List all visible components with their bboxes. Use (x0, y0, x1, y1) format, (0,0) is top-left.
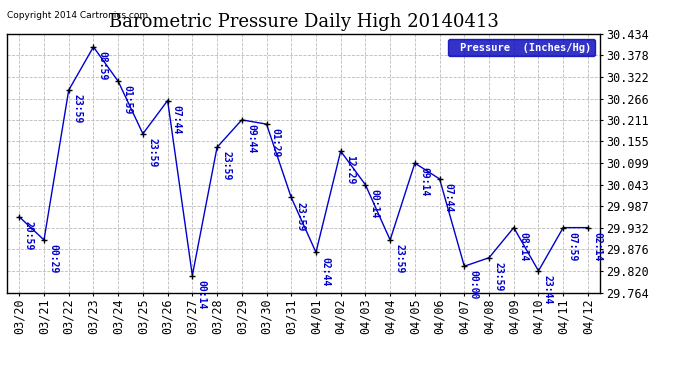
Text: 12:29: 12:29 (345, 155, 355, 185)
Text: 00:00: 00:00 (469, 270, 478, 300)
Text: 07:59: 07:59 (567, 232, 578, 261)
Text: 00:14: 00:14 (197, 280, 206, 309)
Text: 08:59: 08:59 (97, 51, 108, 80)
Text: 07:44: 07:44 (444, 183, 454, 213)
Text: 08:14: 08:14 (518, 232, 528, 261)
Text: 23:59: 23:59 (147, 138, 157, 167)
Text: 20:59: 20:59 (23, 221, 33, 251)
Text: 02:14: 02:14 (592, 232, 602, 261)
Text: 23:59: 23:59 (73, 94, 83, 124)
Legend: Pressure  (Inches/Hg): Pressure (Inches/Hg) (448, 39, 595, 56)
Text: Copyright 2014 Cartronics.com: Copyright 2014 Cartronics.com (7, 11, 148, 20)
Text: 09:44: 09:44 (246, 124, 256, 153)
Text: 23:59: 23:59 (493, 262, 503, 291)
Text: 02:44: 02:44 (320, 256, 330, 286)
Text: 07:44: 07:44 (172, 105, 181, 134)
Text: 23:44: 23:44 (542, 275, 553, 304)
Text: 01:29: 01:29 (270, 128, 281, 158)
Text: 23:59: 23:59 (295, 202, 306, 231)
Title: Barometric Pressure Daily High 20140413: Barometric Pressure Daily High 20140413 (108, 13, 499, 31)
Text: 23:59: 23:59 (394, 244, 404, 273)
Text: 09:14: 09:14 (419, 167, 429, 196)
Text: 00:29: 00:29 (48, 244, 58, 273)
Text: 01:59: 01:59 (122, 86, 132, 115)
Text: 23:59: 23:59 (221, 152, 231, 181)
Text: 00:14: 00:14 (370, 189, 380, 218)
